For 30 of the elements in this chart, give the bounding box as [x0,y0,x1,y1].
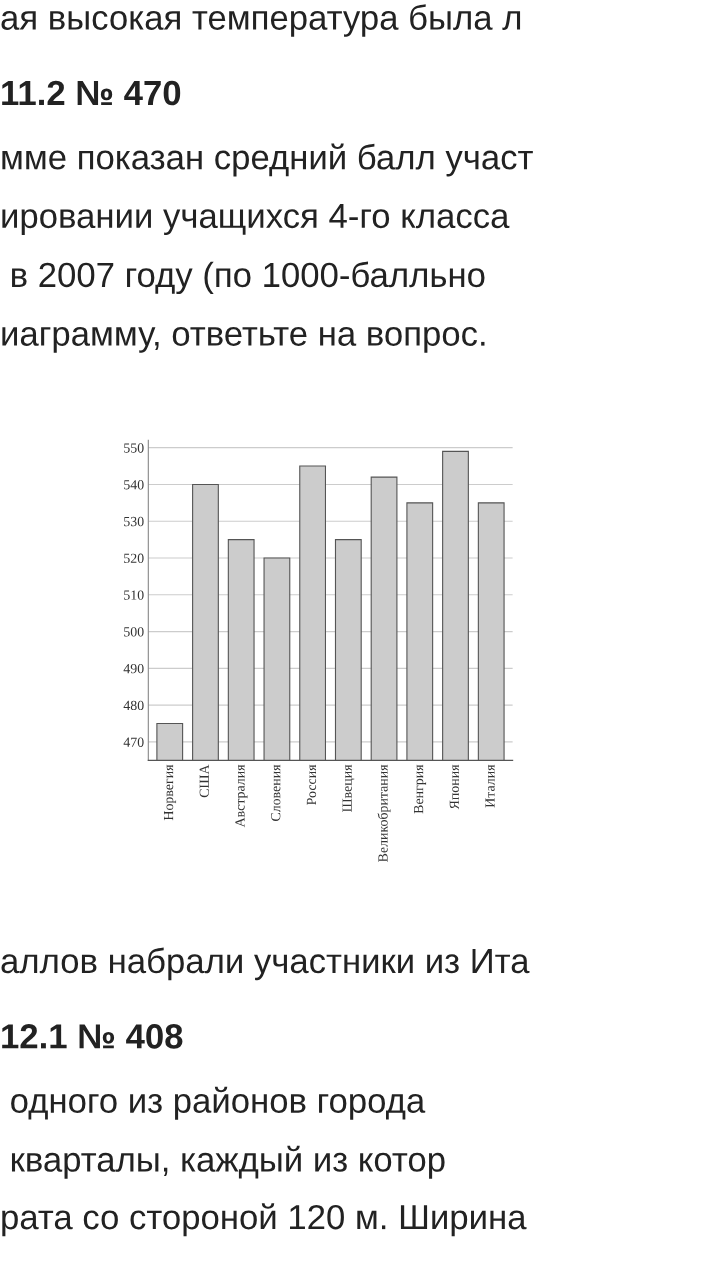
x-tick-label: Норвегия [164,764,177,821]
y-tick-label: 540 [124,480,144,490]
y-tick-label: 470 [123,737,144,747]
text: ировании учащихся 4-го класса [2,203,510,236]
x-tick-label: Словения [271,764,281,821]
x-tick-label: Италия [485,764,495,808]
x-tick-label: Венгрия [414,764,427,814]
text: кварталы, каждый из котор [11,1145,445,1179]
y-tick-label: 510 [124,590,144,600]
y-tick-label: 490 [123,663,144,674]
text: ая высокая температура была л [1,4,521,37]
text: аллов набрали участники из Ита [1,947,530,981]
text: одного из районов города [11,1086,426,1120]
x-tick-label: Великобритания [377,764,391,862]
y-tick-label: 530 [124,516,144,527]
text: иаграмму, ответьте на вопрос. [2,326,485,353]
text: 11.2 № 470 [2,80,181,106]
x-tick-label: Япония [449,764,459,810]
x-tick-label: Россия [306,764,317,805]
x-tick-label: Швеция [342,764,355,812]
text: рата со стороной 120 м. Ширина [2,1203,527,1237]
text: в 2007 году (по 1000-балльно [12,261,485,295]
y-tick-label: 480 [123,700,144,711]
x-tick-label: Австралия [235,764,248,828]
y-tick-label: 520 [124,553,144,563]
y-tick-label: 550 [124,443,144,453]
y-tick-label: 500 [124,627,144,637]
text: мме показан средний балл участ [2,143,533,177]
x-tick-label: США [199,764,209,798]
text: 12.1 № 408 [2,1024,183,1049]
